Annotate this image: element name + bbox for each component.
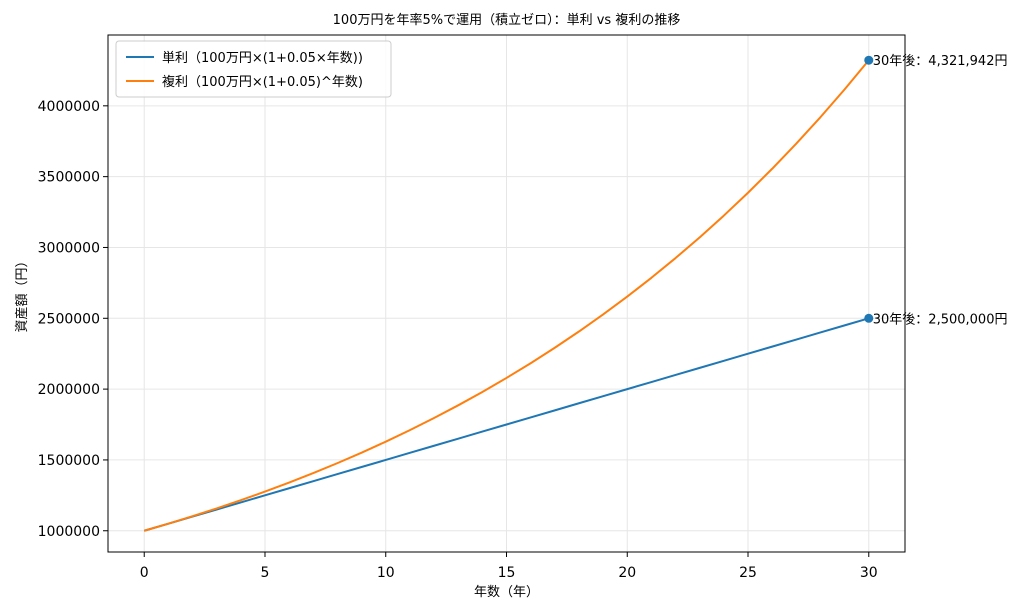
x-tick-label-5: 25 bbox=[739, 565, 757, 581]
chart-title: 100万円を年率5%で運用（積立ゼロ）：単利 vs 複利の推移 bbox=[333, 12, 681, 28]
x-tick-label-0: 0 bbox=[140, 565, 149, 581]
y-tick-label-4: 3000000 bbox=[38, 240, 100, 256]
y-tick-label-5: 3500000 bbox=[38, 170, 100, 186]
series-line-1 bbox=[143, 59, 870, 532]
y-axis-label: 資産額（円） bbox=[14, 254, 30, 332]
y-tick-label-6: 4000000 bbox=[38, 99, 100, 115]
x-tick-label-6: 30 bbox=[860, 565, 878, 581]
x-tick-label-1: 5 bbox=[261, 565, 270, 581]
end-marker-0 bbox=[864, 313, 874, 323]
x-axis-label: 年数（年） bbox=[474, 585, 539, 600]
x-tick-label-4: 20 bbox=[618, 565, 636, 581]
annotation-label-1: 30年後：4,321,942円 bbox=[873, 54, 1008, 69]
y-tick-label-3: 2500000 bbox=[38, 311, 100, 327]
y-tick-label-1: 1500000 bbox=[38, 453, 100, 469]
y-tick-label-2: 2000000 bbox=[38, 382, 100, 398]
legend-label-1: 複利（100万円×(1+0.05)^年数) bbox=[162, 74, 363, 90]
annotation-label-0: 30年後：2,500,000円 bbox=[873, 312, 1008, 327]
y-tick-label-0: 1000000 bbox=[38, 524, 100, 540]
x-tick-label-3: 15 bbox=[498, 565, 516, 581]
series-line-0 bbox=[143, 317, 870, 532]
legend-box bbox=[115, 40, 392, 98]
end-marker-1 bbox=[864, 55, 874, 65]
x-tick-label-2: 10 bbox=[377, 565, 395, 581]
legend-label-0: 単利（100万円×(1+0.05×年数)) bbox=[162, 50, 363, 66]
